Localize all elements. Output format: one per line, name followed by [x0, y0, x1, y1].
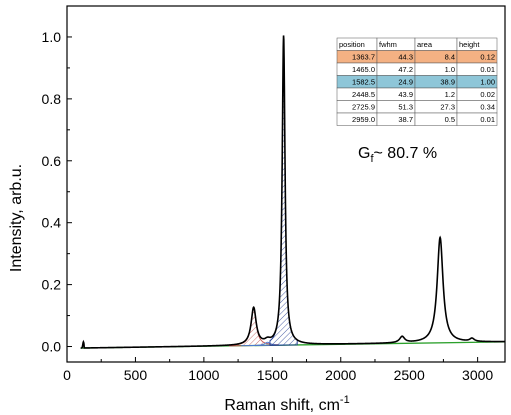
table-value: 1465.0 — [352, 65, 375, 74]
table-value: 24.9 — [398, 78, 413, 87]
annotation-subscript: f — [370, 153, 374, 165]
x-tick-label: 2000 — [325, 367, 356, 383]
table-header: height — [459, 40, 480, 49]
y-tick-label: 0.8 — [42, 91, 62, 107]
y-tick-label: 0.0 — [42, 339, 62, 355]
table-value: 2725.9 — [352, 103, 375, 112]
y-tick-label: 0.6 — [42, 153, 62, 169]
table-value: 0.5 — [445, 115, 455, 124]
table-value: 1582.5 — [352, 78, 375, 87]
table-value: 0.01 — [480, 115, 495, 124]
table-value: 44.3 — [398, 53, 413, 62]
x-tick-label: 0 — [63, 367, 71, 383]
table-header: area — [417, 40, 433, 49]
table-value: 51.3 — [398, 103, 413, 112]
x-tick-label: 1000 — [188, 367, 219, 383]
table-value: 47.2 — [398, 65, 413, 74]
spectrum-line — [80, 35, 505, 349]
table-header: position — [339, 40, 365, 49]
x-axis-label-unit-exponent: -1 — [340, 394, 350, 406]
table-value: 38.9 — [440, 78, 455, 87]
x-tick-label: 500 — [124, 367, 148, 383]
y-axis-label: Intensity, arb.u. — [8, 164, 25, 272]
table-value: 43.9 — [398, 90, 413, 99]
table-value: 1.2 — [445, 90, 455, 99]
table-value: 2448.5 — [352, 90, 375, 99]
x-tick-label: 1500 — [257, 367, 288, 383]
table-value: 1.0 — [445, 65, 455, 74]
table-value: 0.12 — [480, 53, 495, 62]
table-cell — [456, 112, 498, 126]
x-axis-label: Raman shift, cm-1 — [224, 394, 349, 414]
table-value: 1.00 — [480, 78, 495, 87]
peak-fit-table: position fwhm area height 1363.7 44.3 8.4 0.12 1… — [336, 37, 498, 126]
x-tick-label: 3000 — [462, 367, 493, 383]
table-value: 0.34 — [480, 103, 495, 112]
x-tick-label: 2500 — [394, 367, 425, 383]
table-value: 0.01 — [480, 65, 495, 74]
y-tick-label: 0.4 — [42, 215, 62, 231]
table-header: fwhm — [379, 40, 397, 49]
table-value: 27.3 — [440, 103, 455, 112]
graphitization-annotation: Gf~ 80.7 % — [358, 145, 437, 165]
plot-frame — [66, 5, 506, 363]
table-value: 1363.7 — [352, 53, 375, 62]
table-value: 2959.0 — [352, 115, 375, 124]
annotation-value: ~ 80.7 % — [374, 145, 438, 162]
y-tick-label: 0.2 — [42, 277, 62, 293]
table-value: 38.7 — [398, 115, 413, 124]
table-value: 0.02 — [480, 90, 495, 99]
table-value: 8.4 — [445, 53, 455, 62]
annotation-symbol: G — [358, 145, 370, 162]
y-tick-label: 1.0 — [42, 29, 62, 45]
